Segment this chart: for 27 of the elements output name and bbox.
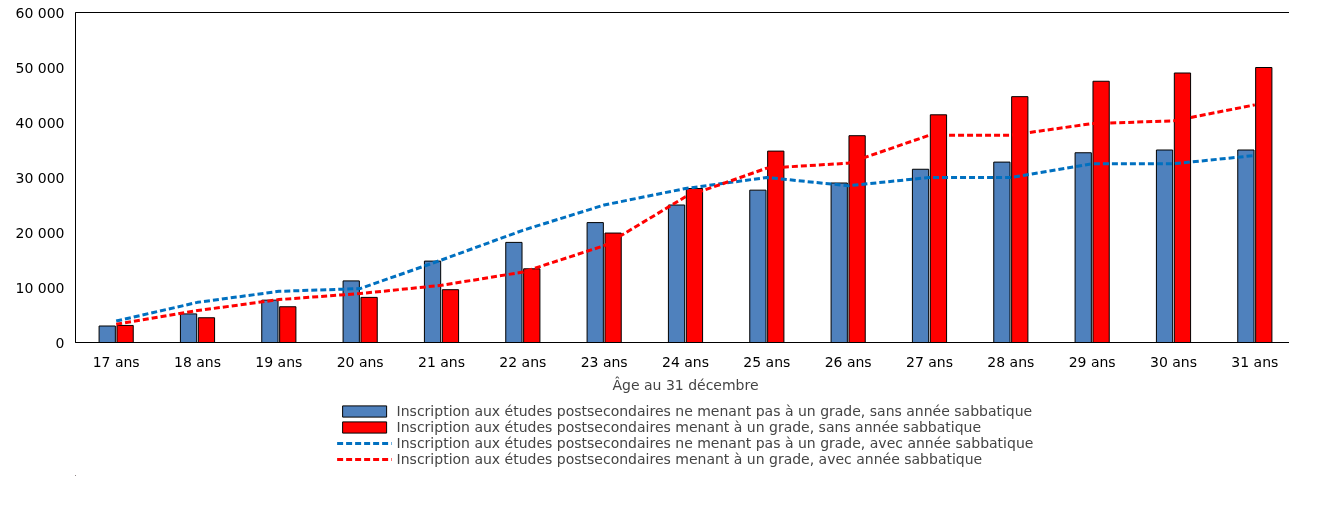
y-tick-label: 10 000: [15, 279, 65, 296]
x-tick-label: 24 ans: [661, 353, 710, 370]
y-tick-label: 50 000: [15, 59, 65, 76]
x-tick-label: 18 ans: [173, 353, 222, 370]
y-tick-label: 0: [55, 334, 65, 351]
legend-label: Inscription aux études postsecondaires menant à un grade, sans année sabbatique: [396, 419, 982, 435]
x-tick-label: 30 ans: [1149, 353, 1198, 370]
y-tick-label: 60 000: [15, 4, 65, 21]
y-tick-label: 30 000: [15, 169, 65, 186]
x-axis-title: Âge au 31 décembre: [612, 375, 759, 393]
x-tick-label: 27 ans: [905, 353, 954, 370]
x-tick-label: 17 ans: [92, 353, 140, 370]
legend-label: Inscription aux études postsecondaires ne menant pas à un grade, avec année sabbatique: [396, 435, 1034, 451]
x-tick-label: 23 ans: [580, 353, 628, 370]
y-tick-label: 40 000: [15, 114, 65, 131]
x-tick-label: 28 ans: [987, 353, 1035, 370]
y-tick-label: 20 000: [15, 224, 65, 241]
legend-label: Inscription aux études postsecondaires ne menant pas à un grade, sans année sabbatique: [396, 403, 1033, 419]
legend-label: Inscription aux études postsecondaires menant à un grade, avec année sabbatique: [396, 451, 983, 467]
x-tick-label: 25 ans: [743, 353, 791, 370]
x-tick-label: 31 ans: [1231, 353, 1279, 370]
x-tick-label: 29 ans: [1068, 353, 1116, 370]
x-tick-label: 22 ans: [499, 353, 547, 370]
x-tick-label: 19 ans: [255, 353, 303, 370]
x-tick-label: 26 ans: [824, 353, 872, 370]
x-tick-label: 21 ans: [417, 353, 466, 370]
x-tick-label: 20 ans: [336, 353, 384, 370]
